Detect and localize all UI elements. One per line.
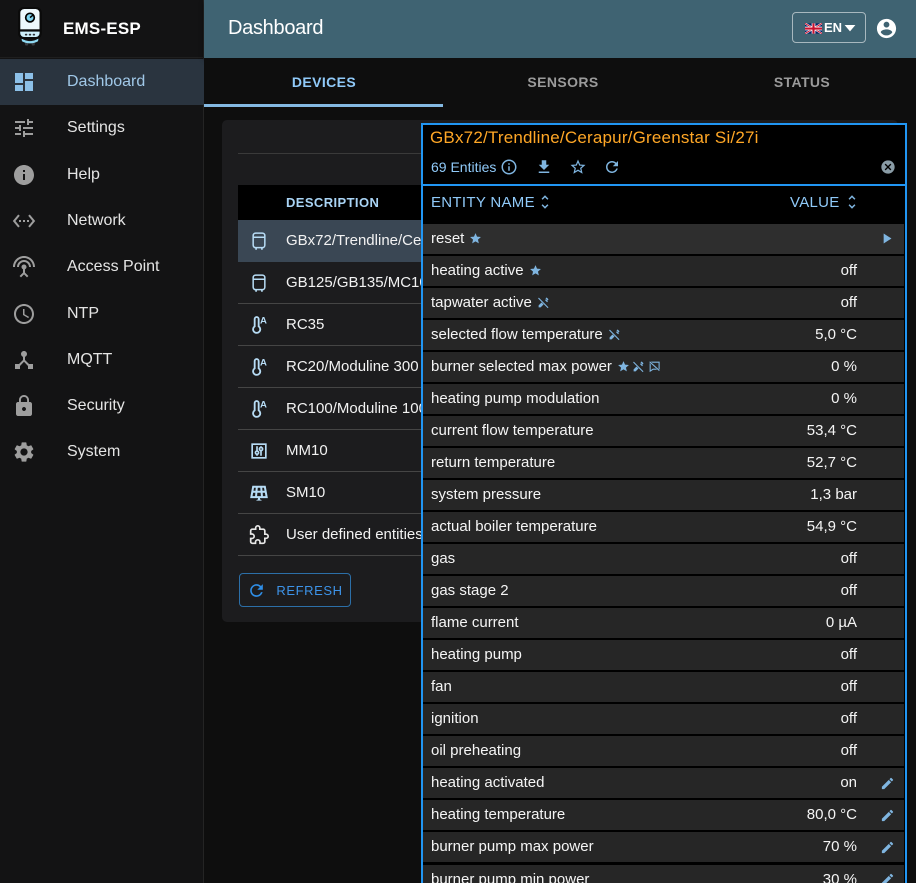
svg-text:A: A xyxy=(260,357,267,368)
svg-text:A: A xyxy=(260,399,267,410)
svg-text:A: A xyxy=(260,315,267,326)
